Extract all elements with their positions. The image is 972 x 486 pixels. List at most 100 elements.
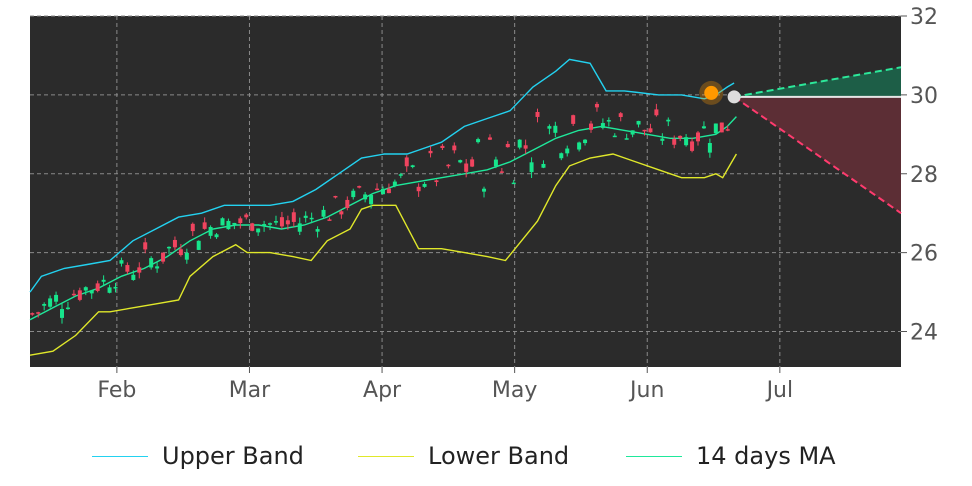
plot-area bbox=[30, 16, 901, 367]
candle-body bbox=[333, 195, 338, 198]
candle-body bbox=[339, 211, 344, 215]
candle-body bbox=[48, 298, 53, 307]
y-tick-label: 30 bbox=[910, 84, 938, 109]
candle-body bbox=[482, 188, 487, 192]
candle-body bbox=[143, 242, 148, 250]
candle-body bbox=[369, 194, 374, 205]
candle-body bbox=[725, 129, 730, 131]
candle-body bbox=[618, 113, 623, 118]
candle-body bbox=[357, 186, 362, 188]
projection-lower-line bbox=[733, 96, 902, 215]
candle-body bbox=[77, 290, 82, 300]
candle-body bbox=[297, 223, 302, 232]
candle-body bbox=[214, 234, 219, 238]
candle-body bbox=[303, 215, 308, 218]
candle-body bbox=[315, 229, 320, 232]
candle-body bbox=[345, 199, 350, 208]
candle-body bbox=[416, 186, 421, 192]
legend-swatch-lower-band bbox=[358, 455, 414, 457]
candle-body bbox=[499, 171, 504, 173]
candle-body bbox=[71, 293, 76, 296]
legend-item-upper-band: Upper Band bbox=[92, 436, 304, 476]
candle-body bbox=[529, 162, 534, 173]
candle-body bbox=[719, 122, 724, 133]
candle-body bbox=[571, 115, 576, 124]
candle-body bbox=[131, 274, 136, 280]
candle-body bbox=[600, 123, 605, 128]
candle-body bbox=[666, 119, 671, 122]
candle-body bbox=[208, 227, 213, 236]
candle-body bbox=[559, 153, 564, 159]
candle-body bbox=[541, 163, 546, 168]
y-tick-label: 26 bbox=[910, 242, 938, 267]
candle-body bbox=[166, 246, 171, 249]
projection-layer bbox=[733, 66, 902, 215]
candle-body bbox=[291, 212, 296, 222]
candle-body bbox=[386, 188, 391, 194]
legend-label-upper-band: Upper Band bbox=[162, 442, 304, 470]
x-tick-label: Jun bbox=[628, 378, 664, 403]
candle-body bbox=[321, 209, 326, 217]
projection-start-marker bbox=[727, 90, 741, 104]
legend-swatch-ma bbox=[626, 455, 682, 457]
candle-body bbox=[458, 160, 463, 163]
candle-body bbox=[380, 188, 385, 195]
candle-body bbox=[125, 265, 130, 272]
candle-body bbox=[606, 120, 611, 122]
candle-body bbox=[446, 164, 451, 167]
candle-body bbox=[678, 135, 683, 139]
candle-body bbox=[589, 123, 594, 130]
candle-body bbox=[505, 143, 510, 148]
candle-body bbox=[422, 183, 427, 187]
legend: Upper Band Lower Band 14 days MA bbox=[0, 436, 972, 476]
y-tick-label: 32 bbox=[910, 5, 938, 30]
candles-layer bbox=[30, 101, 730, 324]
candle-body bbox=[565, 148, 570, 154]
candle-body bbox=[268, 223, 273, 225]
candle-body bbox=[101, 279, 106, 282]
series-line bbox=[29, 58, 735, 293]
y-tick-label: 24 bbox=[910, 321, 938, 346]
candle-body bbox=[196, 240, 201, 250]
candle-body bbox=[363, 194, 368, 200]
candle-body bbox=[220, 218, 225, 226]
candle-body bbox=[654, 109, 659, 116]
candle-body bbox=[612, 135, 617, 138]
candle-body bbox=[701, 126, 706, 129]
candle-body bbox=[279, 217, 284, 227]
candle-body bbox=[642, 129, 647, 132]
x-tick-label: Feb bbox=[97, 378, 136, 403]
candle-body bbox=[95, 283, 100, 291]
candle-body bbox=[440, 145, 445, 149]
candle-body bbox=[273, 221, 278, 223]
candle-body bbox=[672, 138, 677, 145]
candle-body bbox=[690, 141, 695, 151]
candle-body bbox=[523, 145, 528, 149]
candle-body bbox=[309, 217, 314, 220]
candle-body bbox=[398, 174, 403, 176]
candle-body bbox=[327, 219, 332, 221]
candle-body bbox=[660, 138, 665, 141]
candle-body bbox=[434, 180, 439, 183]
candle-body bbox=[630, 130, 635, 135]
candle-body bbox=[149, 258, 154, 268]
candle-body bbox=[83, 287, 88, 291]
candle-body bbox=[351, 190, 356, 198]
candle-body bbox=[244, 214, 249, 218]
candle-body bbox=[178, 249, 183, 256]
candle-body bbox=[410, 165, 415, 168]
candle-body bbox=[594, 103, 599, 108]
candle-body bbox=[89, 290, 94, 294]
x-tick-label: Jul bbox=[765, 378, 794, 403]
candle-body bbox=[392, 181, 397, 186]
candle-body bbox=[107, 287, 112, 293]
legend-item-lower-band: Lower Band bbox=[358, 436, 569, 476]
projection-upper-line bbox=[733, 66, 902, 98]
candle-body bbox=[184, 252, 189, 260]
y-axis: 24 26 28 30 32 bbox=[901, 5, 938, 346]
x-tick-label: May bbox=[492, 378, 537, 403]
candle-body bbox=[713, 123, 718, 134]
legend-swatch-upper-band bbox=[92, 455, 148, 457]
candle-body bbox=[54, 294, 59, 302]
